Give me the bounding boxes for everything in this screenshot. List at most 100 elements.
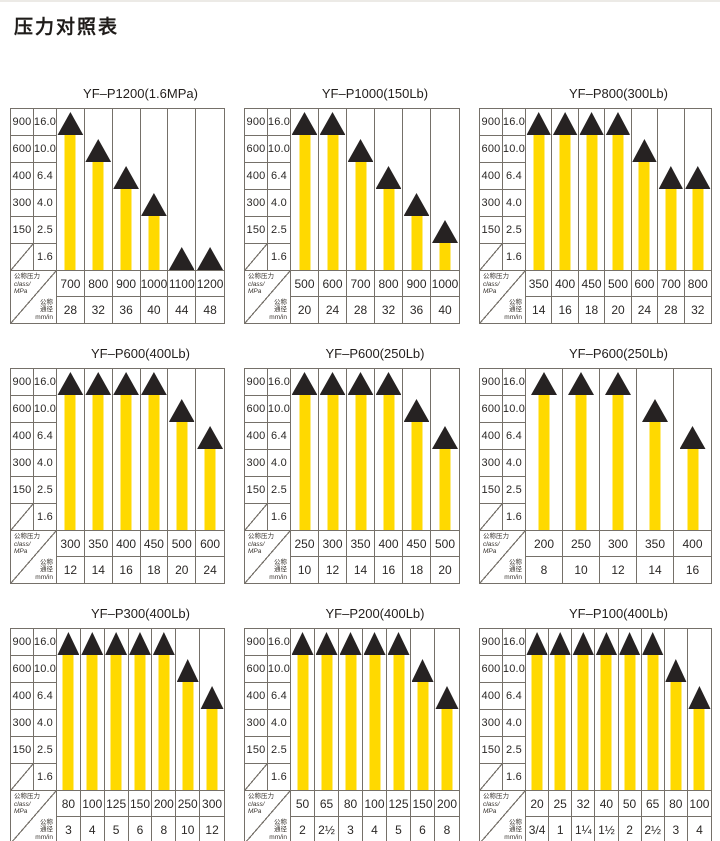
triangle-marker-icon [375,166,402,189]
nominal-pressure-cjk: 公称压力 [14,793,40,800]
mpa-scale-cell: 1.6 [268,764,291,791]
nominal-diameter-label: 公称 通径 mm/in [269,558,287,581]
bar-column [403,109,431,271]
chart-title: YF–P1200(1.6MPa) [83,86,198,101]
bar-column [315,629,339,791]
triangle-marker-icon [432,220,458,243]
size-value-cell: 4 [696,823,703,837]
mpa-scale-cell: 2.5 [268,737,291,764]
class-scale-cell: 400 [11,163,34,190]
triangle-marker-icon [526,112,551,135]
chart-table: 900 600 400 300 150 16.0 10.0 6.4 4.0 2.5 1.6 300 12… [10,368,225,584]
pressure-bar [531,652,543,790]
pressure-bar [204,446,216,530]
nominal-pressure-label: 公称压力 class/ MPa [14,273,40,295]
class-value-cell: 125 [104,791,129,817]
bar-column [80,629,105,791]
chart-table: 900 600 400 300 150 16.0 10.0 6.4 4.0 2.5 1.6 80 3 10… [10,628,225,841]
size-value-cell: 8 [152,817,177,841]
pressure-bar [647,652,659,790]
mpa-scale-cell: 1.6 [34,244,57,271]
class-scale-cell: 600 [245,396,268,423]
class-value-cell: 800 [84,271,113,297]
mpa-scale-cell: 1.6 [503,504,526,531]
mpa-scale-cell: 10.0 [34,396,57,423]
class-value-cell: 500 [291,271,319,297]
mpa-scale-cell: 1.6 [34,504,57,531]
mpa-scale-cell: 16.0 [268,629,291,656]
size-value-cell: 3 [57,817,81,841]
bar-column [196,369,224,531]
pressure-bar [693,706,705,790]
class-scale-cell: 600 [11,656,34,683]
triangle-marker-icon [105,632,128,655]
corner-label-cell: 公称压力 class/ MPa 公称 通径 mm/in [480,791,526,841]
diagonal-cell [245,504,268,531]
size-value-cell: 14 [347,557,375,583]
pressure-bar [182,679,194,790]
triangle-marker-icon [679,426,706,449]
pressure-bar [299,132,310,270]
class-scale-cell: 900 [480,109,503,136]
pressure-bar [577,652,589,790]
pressure-bar [665,186,677,270]
triangle-marker-icon [197,426,224,449]
chart-title: YF–P100(400Lb) [568,606,668,621]
bar-column [431,369,459,531]
page-top-rule [0,0,720,2]
bar-column [319,369,347,531]
size-value-cell: 2 [291,817,315,841]
diagonal-cell [11,504,34,531]
size-value-cell: 18 [579,297,606,323]
size-value-cell: 5 [105,817,129,841]
triangle-marker-icon [403,399,430,422]
corner-label-cell: 公称压力 class/ MPa 公称 通径 mm/in [11,791,57,841]
class-value-cell: 250 [291,531,319,557]
nominal-diameter-label: 公称 通径 mm/in [504,558,522,581]
size-value-cell: 36 [113,297,141,323]
class-scale-cell: 300 [480,450,503,477]
pressure-chart: YF–P300(400Lb) 900 600 400 300 150 16.0 10.0 6.4… [10,606,225,841]
size-value-cell: 6 [411,817,435,841]
class-value-cell: 100 [363,791,387,817]
triangle-marker-icon [85,139,112,162]
triangle-marker-icon [141,193,167,216]
mpa-scale-cell: 6.4 [503,163,526,190]
pressure-bar [575,392,587,530]
size-value-cell: 12 [319,557,347,583]
mpa-scale-cell: 10.0 [268,396,291,423]
mpa-scale-cell: 6.4 [268,423,291,450]
bar-column [435,629,459,791]
mpa-scale-cell: 10.0 [268,656,291,683]
size-value-cell: 18 [403,557,431,583]
corner-label-cell: 公称压力 class/ MPa 公称 通径 mm/in [245,271,291,323]
bar-column [658,109,685,271]
diagonal-cell [11,764,34,791]
pressure-bar [369,652,380,790]
mpa-scale-cell: 6.4 [268,163,291,190]
triangle-marker-icon [291,112,318,135]
pressure-bar [327,132,338,270]
corner-label-cell: 公称压力 class/ MPa 公称 通径 mm/in [245,791,291,841]
pressure-bar [417,679,428,790]
bar-column [526,369,563,531]
bar-column [128,629,153,791]
class-value-cell: 450 [403,531,431,557]
bar-column [57,109,85,271]
triangle-marker-icon [579,112,604,135]
pressure-bar [612,392,624,530]
mpa-scale-cell: 2.5 [503,217,526,244]
size-value-cell: 20 [605,297,632,323]
size-value-cell: 2½ [315,817,339,841]
class-value-cell: 350 [637,531,674,557]
chart-table: 900 600 400 300 150 16.0 10.0 6.4 4.0 2.5 1.6 20 3/4… [479,628,712,841]
mpa-scale-cell: 1.6 [268,244,291,271]
pressure-bar [86,652,98,790]
triangle-marker-icon [57,112,84,135]
bar-column [595,629,619,791]
size-value-cell: 16 [685,563,700,577]
corner-label-cell: 公称压力 class/ MPa 公称 通径 mm/in [11,271,57,323]
size-value-cell: 36 [403,297,431,323]
diagonal-cell [245,244,268,271]
triangle-marker-icon [685,166,711,189]
